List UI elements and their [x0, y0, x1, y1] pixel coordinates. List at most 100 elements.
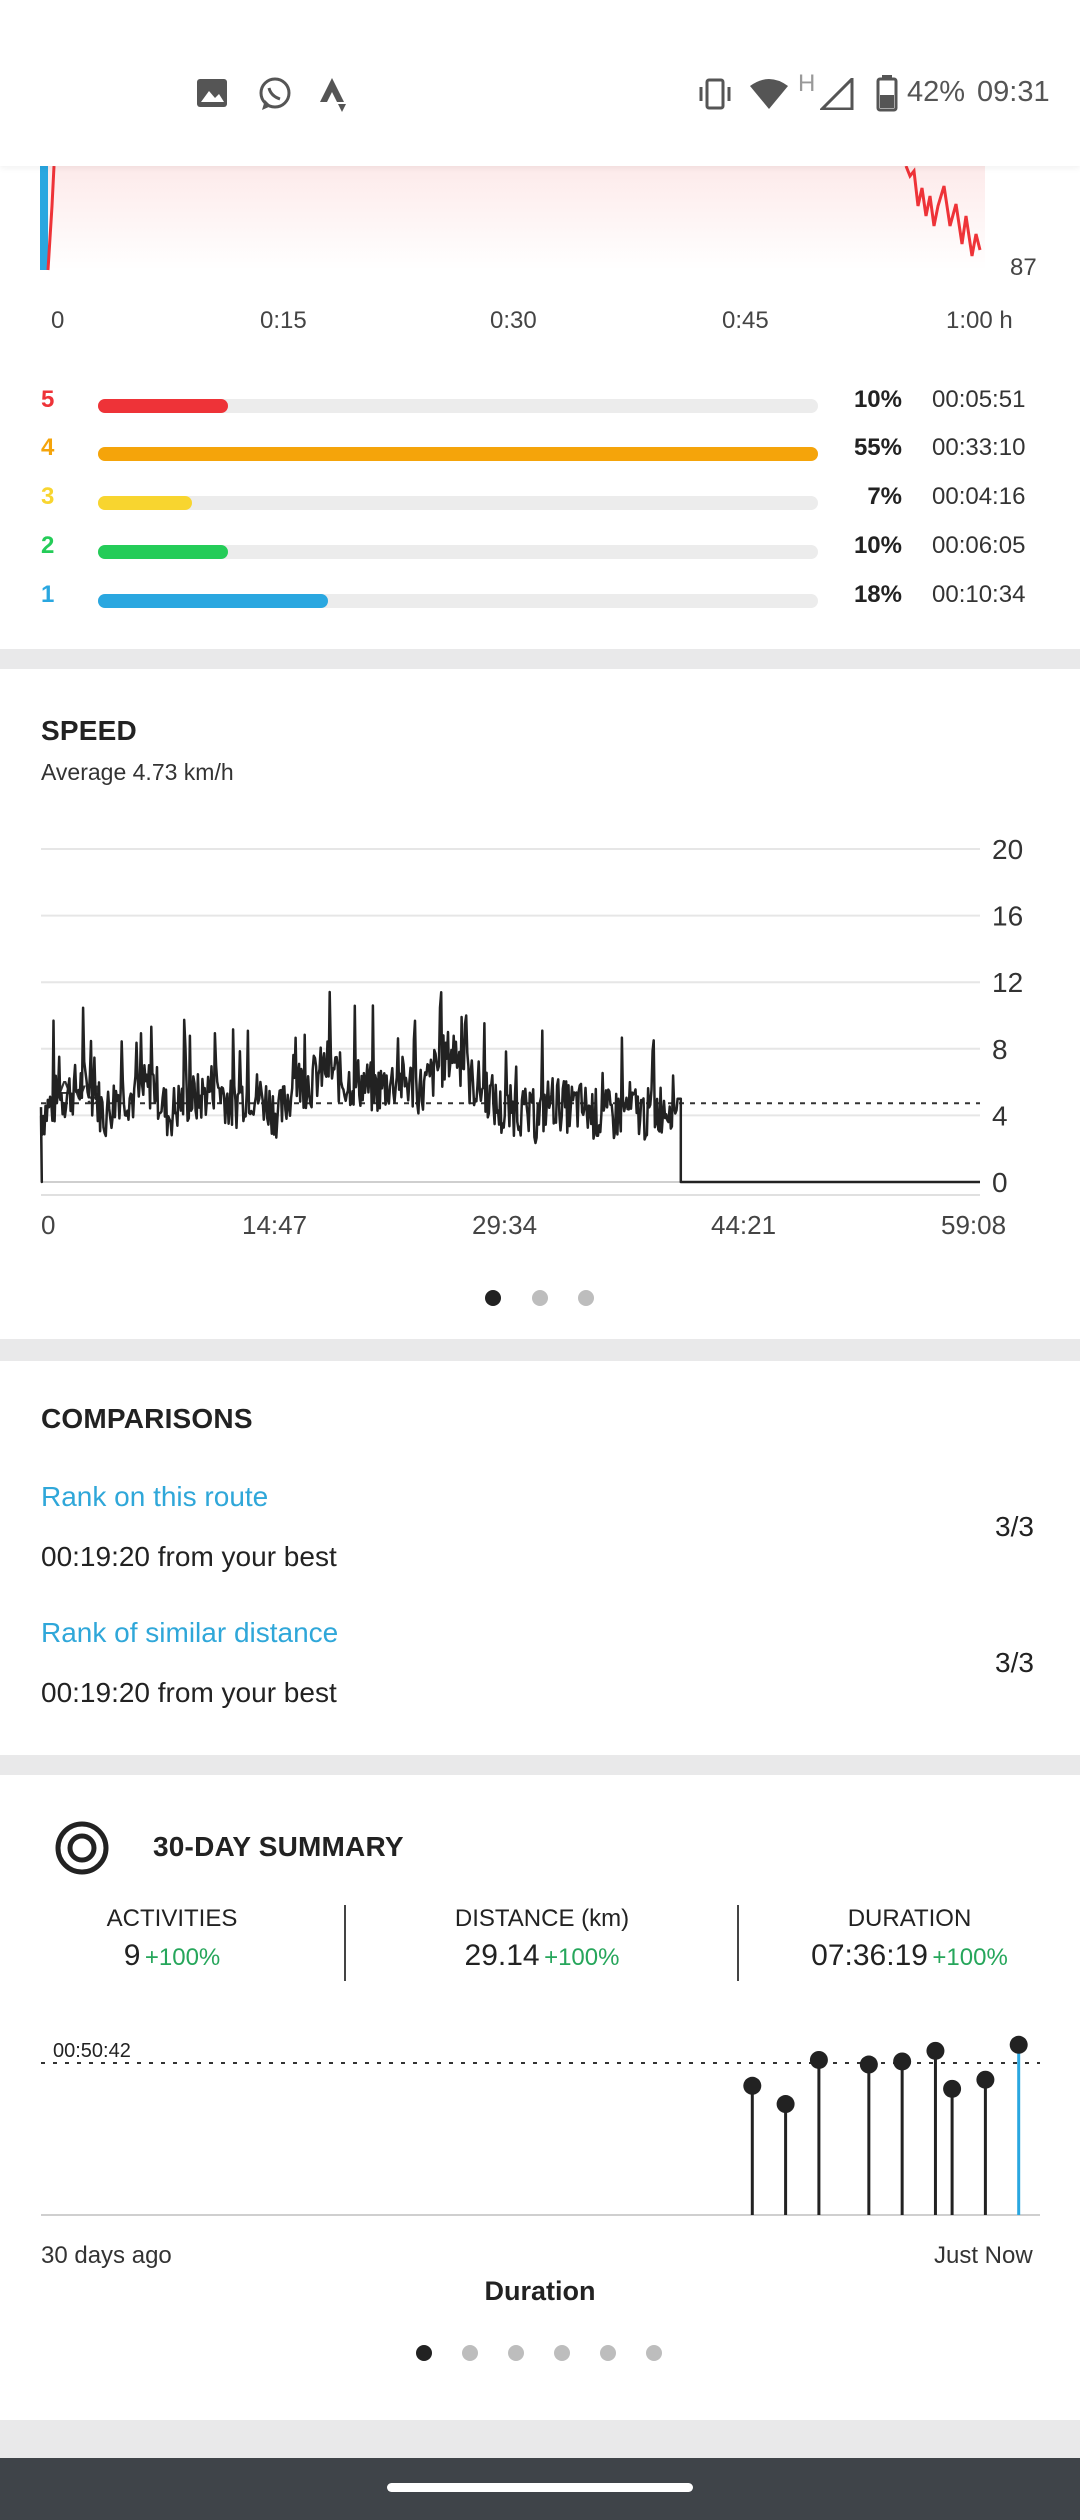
hr-x-tick: 0:30 — [490, 307, 537, 334]
hr-line-start — [46, 166, 56, 271]
whatsapp-icon — [259, 77, 291, 110]
summary-pager-dot[interactable] — [508, 2345, 524, 2361]
summary-bar-dot[interactable] — [943, 2079, 962, 2098]
summary-pager-dot[interactable] — [600, 2345, 616, 2361]
navigation-bar — [0, 2458, 1080, 2520]
zone-bar-fill — [98, 545, 228, 559]
wifi-icon — [750, 79, 788, 109]
zone-row: 5 10% 00:05:51 — [0, 386, 1080, 426]
hr-x-tick: 0 — [51, 307, 65, 334]
stat-value: 9 — [123, 1939, 141, 1972]
stat-delta: +100% — [144, 1944, 221, 1971]
summary-pager — [0, 2345, 1080, 2365]
zone-row: 4 55% 00:33:10 — [0, 434, 1080, 474]
speed-pager-dot[interactable] — [532, 1290, 548, 1306]
summary-bar-dot[interactable] — [926, 2041, 945, 2060]
zone-number: 3 — [41, 483, 55, 510]
summary-bar-dot[interactable] — [1009, 2035, 1028, 2054]
speed-average: Average 4.73 km/h — [41, 759, 234, 785]
zone-time: 00:05:51 — [932, 386, 1026, 413]
summary-metric-label: Duration — [484, 2276, 596, 2306]
summary-bar-dot[interactable] — [743, 2076, 762, 2095]
speed-line — [39, 990, 980, 1184]
summary-pager-dot[interactable] — [462, 2345, 478, 2361]
speed-x-tick: 14:47 — [242, 1210, 308, 1240]
summary-bar-dot[interactable] — [976, 2070, 995, 2089]
speed-y-tick: 16 — [992, 901, 1023, 932]
home-gesture-handle[interactable] — [387, 2483, 693, 2492]
speed-x-tick: 29:34 — [472, 1210, 538, 1240]
rank-route-detail: 00:19:20 from your best — [41, 1541, 337, 1572]
rank-distance-link[interactable]: Rank of similar distance — [41, 1617, 339, 1648]
summary-pager-dot[interactable] — [554, 2345, 570, 2361]
rank-route-link[interactable]: Rank on this route — [41, 1481, 269, 1512]
zone-percent: 10% — [853, 532, 902, 559]
rank-distance-detail: 00:19:20 from your best — [41, 1677, 337, 1708]
zone-bar-fill — [98, 399, 228, 413]
comparisons-card: COMPARISONS Rank on this route 00:19:20 … — [0, 1361, 1080, 1755]
summary-pager-dot[interactable] — [646, 2345, 662, 2361]
zone-row: 2 10% 00:06:05 — [0, 532, 1080, 572]
clock: 09:31 — [977, 76, 1050, 108]
summary-ref-label: 00:50:42 — [53, 2040, 131, 2062]
summary-bar-dot[interactable] — [859, 2055, 878, 2074]
zone-row: 3 7% 00:04:16 — [0, 483, 1080, 523]
hr-x-tick: 1:00 h — [946, 307, 1013, 334]
summary-bar-dot[interactable] — [893, 2052, 912, 2071]
speed-title: SPEED — [41, 715, 137, 746]
zone-bar-track — [98, 399, 818, 413]
image-icon — [197, 79, 227, 107]
zone-percent: 7% — [867, 483, 902, 510]
hr-line-end — [904, 166, 982, 257]
stat-activities: ACTIVITIES 9 +100% — [0, 1905, 344, 1973]
stat-distance: DISTANCE (km) 29.14 +100% — [346, 1905, 738, 1973]
zone-percent: 18% — [853, 581, 902, 608]
hr-zone1-strip — [40, 166, 48, 270]
zone-number: 2 — [41, 532, 55, 559]
speed-y-tick: 0 — [992, 1167, 1008, 1198]
stat-delta: +100% — [932, 1944, 1008, 1971]
zone-bar-fill — [98, 496, 192, 510]
zone-bar-fill — [98, 594, 329, 608]
battery-icon — [876, 75, 898, 112]
zone-bar-track — [98, 447, 818, 461]
speed-card: SPEED Average 4.73 km/h 20 16 12 8 4 0 Avg 0 1… — [0, 669, 1080, 1339]
summary-pager-dot[interactable] — [416, 2345, 432, 2361]
stat-value: 07:36:19 — [811, 1939, 928, 1972]
stat-label: DURATION — [847, 1905, 972, 1932]
hr-x-tick: 0:45 — [722, 307, 769, 334]
summary-stats: ACTIVITIES 9 +100% DISTANCE (km) 29.14 +… — [0, 1905, 1080, 1985]
stat-duration: DURATION 07:36:19 +100% — [739, 1905, 1080, 1973]
speed-pager-dot[interactable] — [485, 1290, 501, 1306]
zone-bar-fill — [98, 447, 818, 461]
heart-rate-card: 87 0 0:15 0:30 0:45 1:00 h 5 10% 00:05:51 4… — [0, 166, 1080, 649]
speed-pager-dot[interactable] — [578, 1290, 594, 1306]
zone-bar-track — [98, 545, 818, 559]
stat-label: DISTANCE (km) — [454, 1905, 630, 1932]
stat-divider — [344, 1905, 346, 1981]
comparisons-title: COMPARISONS — [41, 1403, 253, 1434]
vibrate-icon — [699, 78, 731, 110]
hr-chart-background — [40, 166, 985, 270]
zone-bar-track — [98, 496, 818, 510]
summary-duration-chart — [41, 2035, 1040, 2216]
summary-bar-dot[interactable] — [809, 2050, 828, 2069]
stat-divider — [737, 1905, 739, 1981]
speed-x-tick: 59:08 — [941, 1210, 1007, 1240]
summary-title: 30-DAY SUMMARY — [153, 1831, 404, 1862]
summary-bar-dot[interactable] — [776, 2095, 795, 2114]
zone-time: 00:04:16 — [932, 483, 1026, 510]
network-h-icon: H — [798, 70, 816, 97]
speed-y-tick: 12 — [992, 967, 1023, 998]
zone-number: 1 — [41, 581, 55, 608]
strava-icon — [320, 78, 346, 112]
hr-value-label: 87 — [1010, 254, 1037, 281]
speed-y-tick: 4 — [992, 1100, 1008, 1131]
status-bar: H 42% 09:31 — [0, 0, 1080, 166]
hr-chart — [40, 166, 982, 271]
zone-time: 00:10:34 — [932, 581, 1026, 608]
zone-time: 00:06:05 — [932, 532, 1026, 559]
stat-delta: +100% — [544, 1944, 620, 1971]
zone-row: 1 18% 00:10:34 — [0, 581, 1080, 621]
rank-route-value: 3/3 — [995, 1511, 1034, 1542]
